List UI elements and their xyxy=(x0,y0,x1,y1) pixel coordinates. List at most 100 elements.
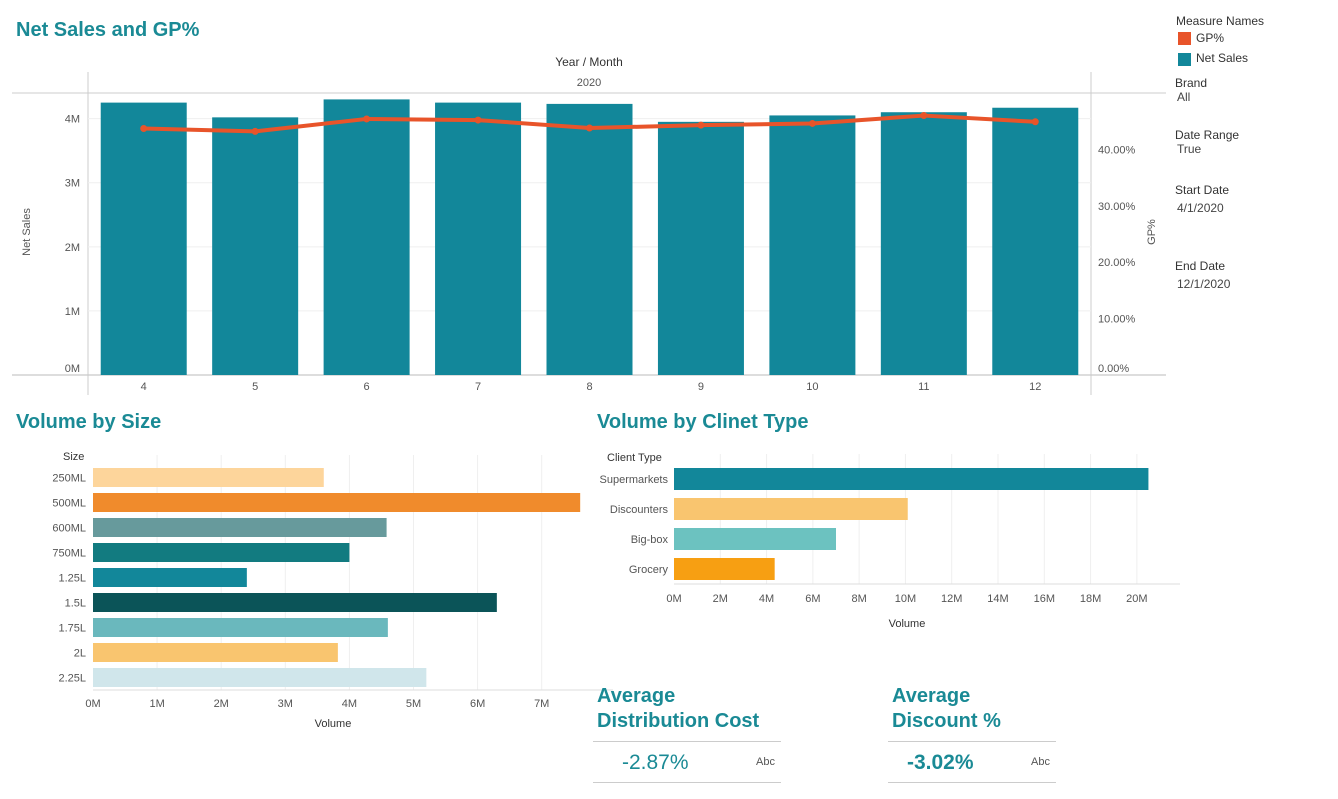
bar-net-sales-9 xyxy=(657,121,744,375)
filter-brand-label: Brand xyxy=(1175,76,1208,90)
bar-big-box xyxy=(674,528,836,550)
x-tick-label: 4M xyxy=(759,593,774,605)
legend-label-gp: GP% xyxy=(1196,31,1225,45)
kpi-discount-title: Average Discount % xyxy=(892,684,1001,734)
category-label: Grocery xyxy=(629,564,669,576)
kpi-discount-abc: Abc xyxy=(1031,756,1050,768)
x-tick-label: 6M xyxy=(470,698,485,710)
header-year: 2020 xyxy=(577,77,601,89)
legend-label-net-sales: Net Sales xyxy=(1196,51,1249,66)
legend-item-gp[interactable]: GP% xyxy=(1178,31,1264,46)
x-axis-title: Volume xyxy=(889,618,926,630)
filter-start-date-label: Start Date xyxy=(1175,183,1230,197)
x-tick-label: 11 xyxy=(918,381,929,393)
filter-start-date-value[interactable]: 4/1/2020 xyxy=(1177,201,1224,215)
kpi-distribution-cost-value: -2.87% xyxy=(622,751,689,774)
bar-1-5l xyxy=(93,593,497,612)
y2-tick-label: 0.00% xyxy=(1098,363,1129,375)
category-header: Client Type xyxy=(607,452,662,464)
kpi-discount-value: -3.02% xyxy=(907,751,974,774)
category-label: 1.75L xyxy=(58,623,86,635)
legend-item-net-sales[interactable]: Net Sales xyxy=(1178,51,1264,66)
gp-point-7 xyxy=(474,116,482,124)
x-tick-label: 7 xyxy=(475,381,481,393)
filter-brand-value[interactable]: All xyxy=(1177,90,1191,104)
volume-by-size-chart[interactable]: 0M 1M 2M 3M 4M 5M 6M 7M Size Volume 250ML 500ML 600M… xyxy=(0,440,613,760)
kpi-discount-title-line2: Discount % xyxy=(892,710,1001,732)
category-label: 750ML xyxy=(52,548,86,560)
header-year-month: Year / Month xyxy=(555,55,623,69)
bar-net-sales-10 xyxy=(769,115,856,375)
y2-tick-label: 10.00% xyxy=(1098,314,1136,326)
kpi-discount-card xyxy=(888,741,1056,783)
bar-250ml xyxy=(93,468,324,487)
x-tick-label: 2M xyxy=(713,593,728,605)
category-label: 250ML xyxy=(52,473,86,485)
bar-grocery xyxy=(674,558,775,580)
category-label: 2.25L xyxy=(58,673,86,685)
bar-2l xyxy=(93,643,338,662)
measure-names-legend: Measure Names GP% Net Sales xyxy=(1176,14,1264,66)
kpi-discount-title-line1: Average xyxy=(892,685,971,707)
volume-size-title: Volume by Size xyxy=(16,411,162,433)
x-tick-label: 12 xyxy=(1029,381,1041,393)
gp-point-10 xyxy=(808,119,816,127)
x-tick-label: 6M xyxy=(805,593,820,605)
gp-point-9 xyxy=(697,121,705,129)
x-tick-label: 0M xyxy=(666,593,681,605)
bar-1-25l xyxy=(93,568,247,587)
y-tick-label: 0M xyxy=(65,363,80,375)
bar-600ml xyxy=(93,518,387,537)
y-axis-title: Net Sales xyxy=(21,208,33,256)
bar-supermarkets xyxy=(674,468,1149,490)
x-tick-label: 2M xyxy=(214,698,229,710)
category-label: Supermarkets xyxy=(600,474,669,486)
x-tick-label: 18M xyxy=(1080,593,1101,605)
x-tick-label: 4 xyxy=(141,381,147,393)
net-sales-title: Net Sales and GP% xyxy=(16,19,200,41)
x-tick-label: 14M xyxy=(987,593,1008,605)
category-header: Size xyxy=(63,451,84,463)
gp-point-11 xyxy=(920,112,928,120)
y2-axis-title: GP% xyxy=(1146,219,1158,245)
category-label: 600ML xyxy=(52,523,86,535)
bar-net-sales-8 xyxy=(546,103,633,376)
kpi-distribution-cost-title: Average Distribution Cost xyxy=(597,684,759,734)
x-tick-label: 0M xyxy=(85,698,100,710)
gp-point-12 xyxy=(1031,118,1039,126)
x-tick-label: 7M xyxy=(534,698,549,710)
category-label: 1.25L xyxy=(58,573,86,585)
x-tick-label: 1M xyxy=(149,698,164,710)
x-tick-label: 8 xyxy=(586,381,592,393)
legend-title: Measure Names xyxy=(1176,14,1265,28)
bar-net-sales-4 xyxy=(100,102,187,375)
gp-point-5 xyxy=(251,127,259,135)
filter-end-date-label: End Date xyxy=(1175,259,1226,273)
gp-point-6 xyxy=(363,115,371,123)
x-axis-title: Volume xyxy=(315,718,352,730)
kpi-distribution-cost-title-line2: Distribution Cost xyxy=(597,710,760,732)
filter-end-date-value[interactable]: 12/1/2020 xyxy=(1177,277,1231,291)
category-label: Discounters xyxy=(610,504,669,516)
x-tick-label: 9 xyxy=(698,381,704,393)
filter-date-range-label: Date Range xyxy=(1175,128,1240,142)
x-tick-label: 10M xyxy=(895,593,916,605)
x-tick-label: 8M xyxy=(852,593,867,605)
y-tick-label: 3M xyxy=(65,178,80,190)
bar-net-sales-6 xyxy=(323,99,410,375)
bar-1-75l xyxy=(93,618,388,637)
y-tick-label: 1M xyxy=(65,306,80,318)
category-label: 500ML xyxy=(52,498,86,510)
legend-swatch-gp xyxy=(1178,32,1191,46)
bar-net-sales-11 xyxy=(880,112,967,376)
bar-discounters xyxy=(674,498,908,520)
x-tick-label: 10 xyxy=(806,381,818,393)
y2-tick-label: 40.00% xyxy=(1098,144,1136,156)
bar-net-sales-7 xyxy=(435,102,522,375)
category-label: 1.5L xyxy=(65,598,86,610)
x-tick-label: 6 xyxy=(364,381,370,393)
volume-by-client-chart[interactable]: 0M 2M 4M 6M 8M 10M 12M 14M 16M 18M 20M Client Type V… xyxy=(580,440,1180,660)
net-sales-gp-chart[interactable]: Year / Month 2020 0M 1M 2M 3M 4M 0.00% 10.00% 20.… xyxy=(0,0,1338,420)
filter-date-range-value[interactable]: True xyxy=(1177,142,1202,156)
x-tick-label: 3M xyxy=(278,698,293,710)
